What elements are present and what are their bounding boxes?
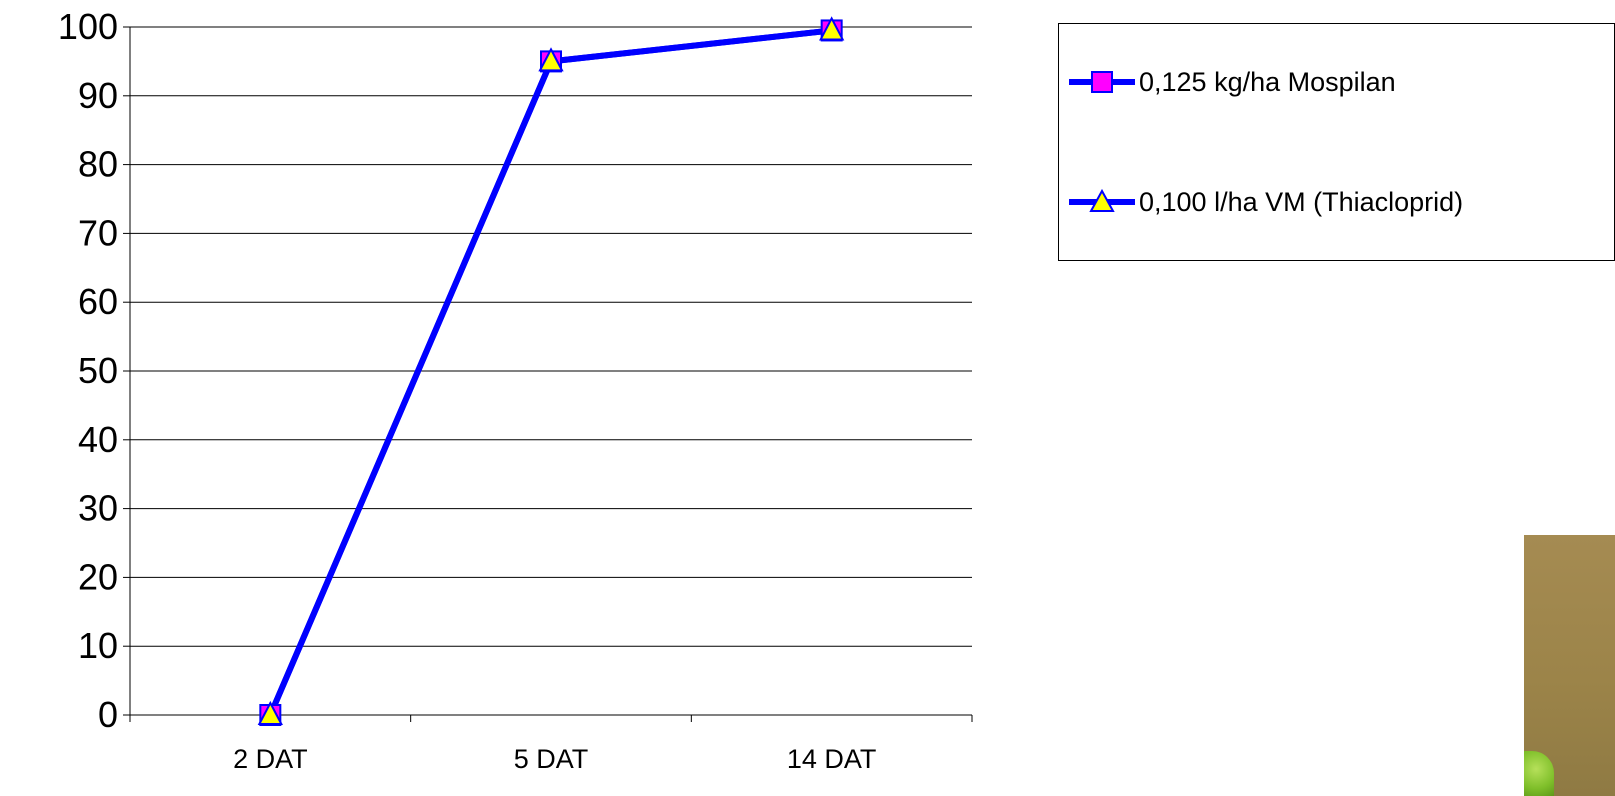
y-tick-label: 90 (78, 75, 118, 116)
leaf-icon (1524, 751, 1554, 796)
y-tick-label: 60 (78, 281, 118, 322)
legend-label-thiacloprid: 0,100 l/ha VM (Thiacloprid) (1139, 186, 1464, 217)
x-tick-labels: 2 DAT 5 DAT 14 DAT (233, 744, 876, 774)
series-markers (257, 16, 845, 726)
legend-triangle-marker-icon (1069, 188, 1135, 212)
series-lines (267, 27, 835, 718)
y-tick-label: 10 (78, 625, 118, 666)
y-tick-label: 0 (98, 694, 118, 735)
legend-label-mospilan: 0,125 kg/ha Mospilan (1139, 66, 1396, 97)
x-tick-label: 2 DAT (233, 744, 308, 774)
y-tick-label: 20 (78, 556, 118, 597)
data-point-triangle (257, 700, 283, 725)
series-line-1 (267, 27, 835, 718)
axes (123, 26, 973, 722)
y-tick-label: 70 (78, 212, 118, 253)
legend-item-thiacloprid: 0,100 l/ha VM (Thiacloprid) (1067, 182, 1463, 222)
data-point-triangle (538, 47, 564, 72)
y-tick-label: 30 (78, 488, 118, 529)
y-tick-label: 100 (58, 6, 118, 47)
legend-item-mospilan: 0,125 kg/ha Mospilan (1067, 62, 1396, 102)
y-tick-label: 80 (78, 144, 118, 185)
y-tick-label: 40 (78, 419, 118, 460)
data-point-triangle (819, 16, 845, 41)
gridlines (130, 26, 972, 647)
y-tick-label: 50 (78, 350, 118, 391)
x-tick-label: 14 DAT (787, 744, 877, 774)
series-line-0 (267, 27, 835, 718)
aphid-on-leaf-photo (1524, 535, 1615, 796)
x-tick-label: 5 DAT (514, 744, 589, 774)
y-tick-labels: 0 10 20 30 40 50 60 70 80 90 100 (58, 6, 118, 735)
legend: 0,125 kg/ha Mospilan 0,100 l/ha VM (Thia… (1058, 23, 1615, 261)
legend-square-marker-icon (1069, 71, 1135, 93)
